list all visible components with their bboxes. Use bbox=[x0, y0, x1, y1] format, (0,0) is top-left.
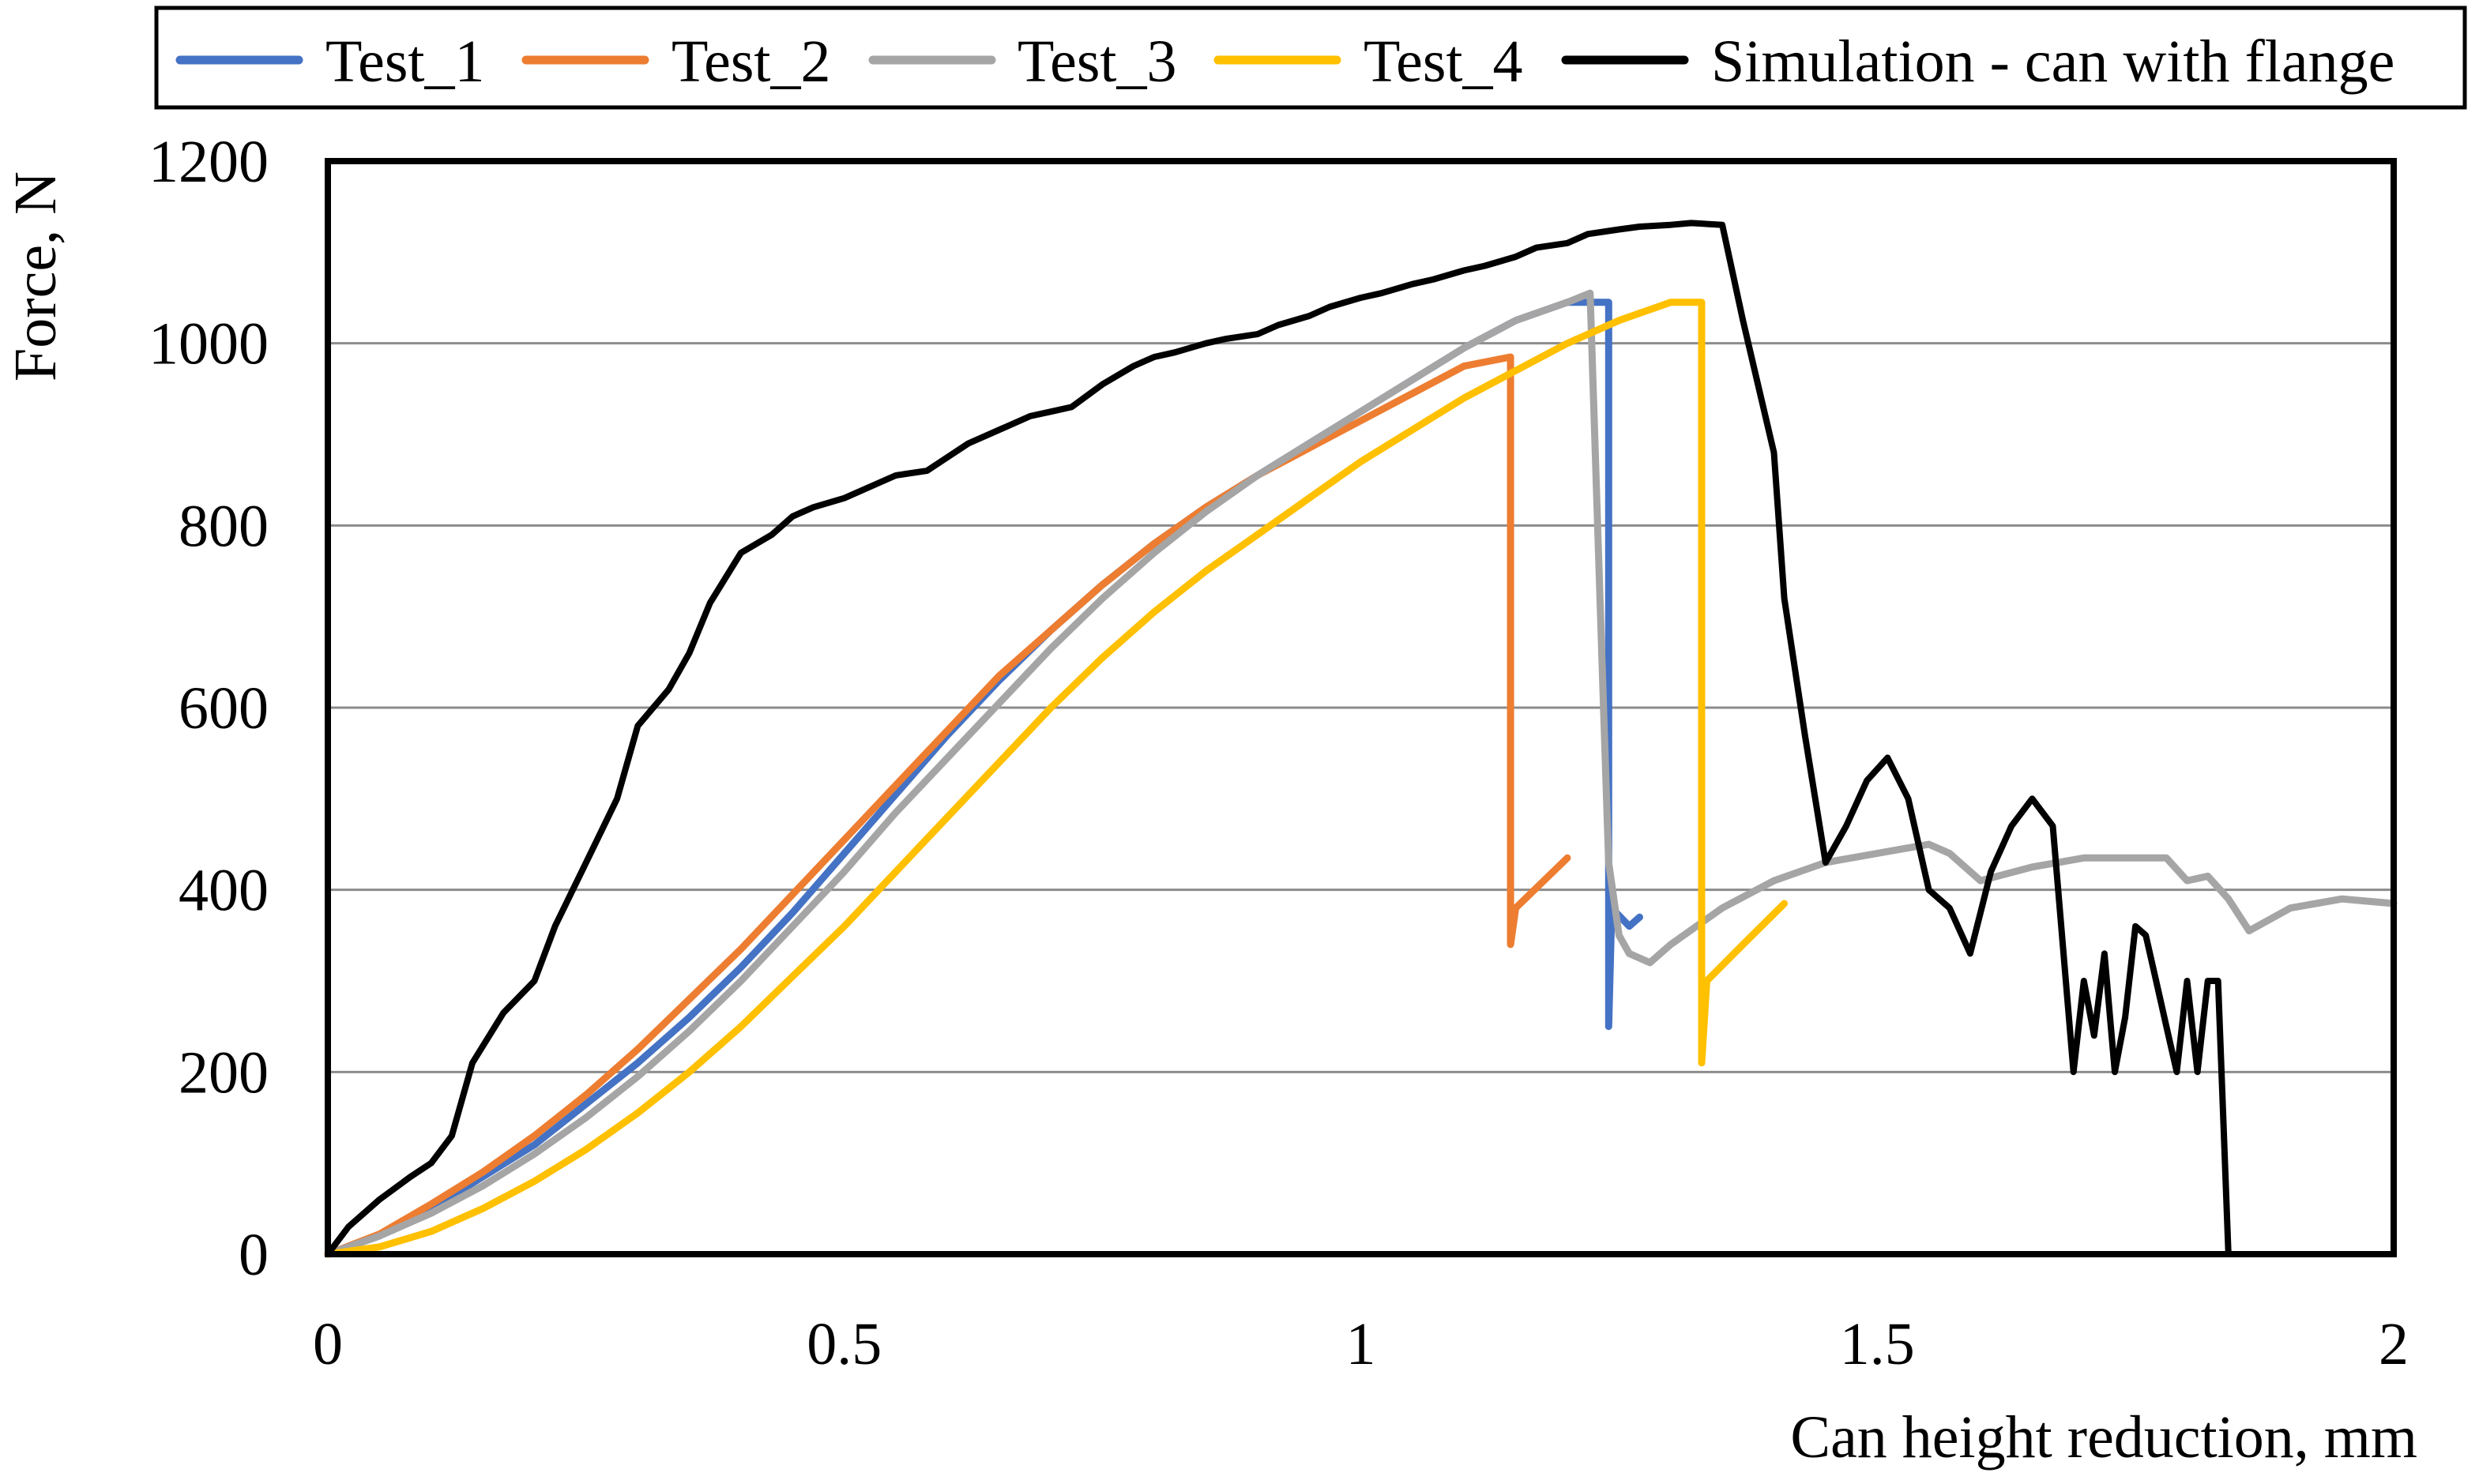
series-lines bbox=[324, 220, 2398, 1258]
legend-label-test-4: Test_4 bbox=[1364, 28, 1523, 95]
axis-ticks: 0 0.5 1 1.5 2 0 200 400 600 800 1000 1200 bbox=[149, 129, 2409, 1377]
series-line-test-4 bbox=[324, 299, 1789, 1258]
y-tick-label-600: 600 bbox=[179, 675, 269, 742]
legend-label-test-1: Test_1 bbox=[325, 28, 485, 95]
y-tick-label-0: 0 bbox=[239, 1222, 269, 1288]
series-line-test-2 bbox=[324, 353, 1571, 1258]
grid-lines bbox=[328, 342, 2394, 1073]
legend-entries: Test_1 Test_2 Test_3 Test_4 Simulation - can… bbox=[175, 28, 2394, 95]
legend-label-simulation-can-with-flange: Simulation - can with flange bbox=[1711, 28, 2394, 95]
legend-label-test-3: Test_3 bbox=[1018, 28, 1177, 95]
x-tick-label-0.5: 0.5 bbox=[807, 1311, 882, 1377]
y-tick-label-200: 200 bbox=[179, 1039, 269, 1106]
x-tick-label-0: 0 bbox=[313, 1311, 343, 1377]
series-line-simulation-can-with-flange bbox=[325, 220, 2242, 1257]
y-tick-label-400: 400 bbox=[179, 858, 269, 924]
x-axis-label: Can height reduction, mm bbox=[1790, 1404, 2417, 1471]
legend-label-test-2: Test_2 bbox=[671, 28, 831, 95]
y-axis-label: Force, N bbox=[2, 171, 69, 381]
x-tick-label-1.5: 1.5 bbox=[1840, 1311, 1915, 1377]
plot-area-border bbox=[325, 158, 2397, 1257]
x-tick-label-1: 1 bbox=[1346, 1311, 1376, 1377]
y-tick-label-1000: 1000 bbox=[149, 311, 269, 378]
x-tick-label-2: 2 bbox=[2379, 1311, 2409, 1377]
series-line-test-3 bbox=[324, 289, 2398, 1258]
y-tick-label-1200: 1200 bbox=[149, 129, 269, 195]
y-tick-label-800: 800 bbox=[179, 493, 269, 559]
legend: Test_1 Test_2 Test_3 Test_4 Simulation - can… bbox=[154, 6, 2467, 110]
